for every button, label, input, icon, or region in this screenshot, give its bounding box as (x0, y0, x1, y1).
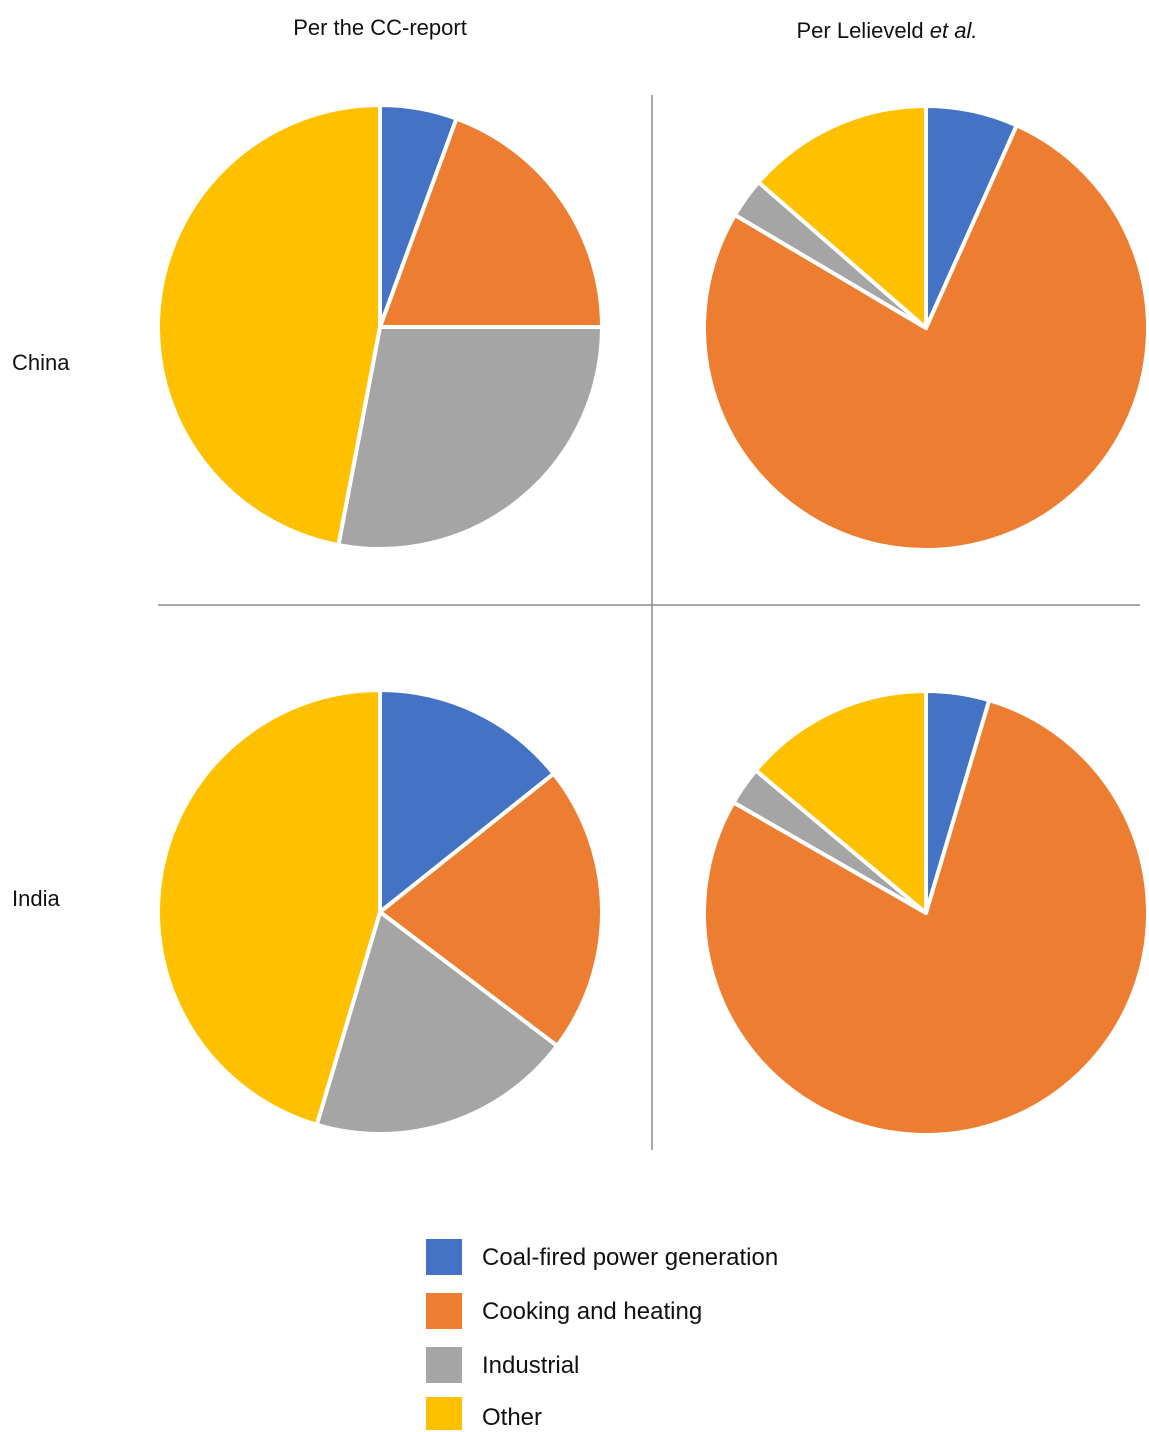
pie-slice-cooking (702, 123, 1149, 552)
legend-item-cooking: Cooking and heating (426, 1293, 702, 1329)
pie-slice-cooking (378, 771, 604, 1048)
legend-label-coal: Coal-fired power generation (482, 1244, 778, 1271)
legend-swatch-industrial (426, 1347, 462, 1383)
pie-slice-other (753, 689, 928, 915)
pie-india-lelieveld (702, 689, 1149, 1137)
pie-india-cc-report (156, 688, 604, 1136)
pie-slice-cooking (702, 698, 1149, 1137)
pie-slice-industrial (314, 910, 560, 1136)
pie-china-lelieveld (702, 104, 1149, 552)
legend-swatch-other (426, 1397, 462, 1430)
legend-label-cooking: Cooking and heating (482, 1298, 702, 1325)
pie-slice-other (156, 688, 382, 1127)
pie-slice-cooking (378, 116, 604, 329)
legend-item-industrial: Industrial (426, 1347, 579, 1383)
legend-swatch-cooking (426, 1293, 462, 1329)
legend-item-other: Other (426, 1397, 542, 1431)
legend-label-other: Other (482, 1404, 542, 1431)
column-title-lelieveld: Per Lelieveld et al. (796, 18, 977, 43)
legend-label-industrial: Industrial (482, 1352, 579, 1379)
legend-swatch-coal (426, 1239, 462, 1275)
legend-item-coal: Coal-fired power generation (426, 1239, 778, 1275)
legend: Coal-fired power generation Cooking and … (426, 1239, 778, 1431)
pie-china-cc-report (155, 103, 604, 551)
pie-slice-industrial (336, 325, 604, 551)
pie-slice-other (756, 104, 928, 330)
row-label-india: India (12, 886, 60, 911)
column-title-cc-report: Per the CC-report (293, 15, 467, 40)
row-label-china: China (12, 350, 70, 375)
pie-slice-other (155, 103, 382, 548)
pie-slice-coal (378, 688, 556, 914)
